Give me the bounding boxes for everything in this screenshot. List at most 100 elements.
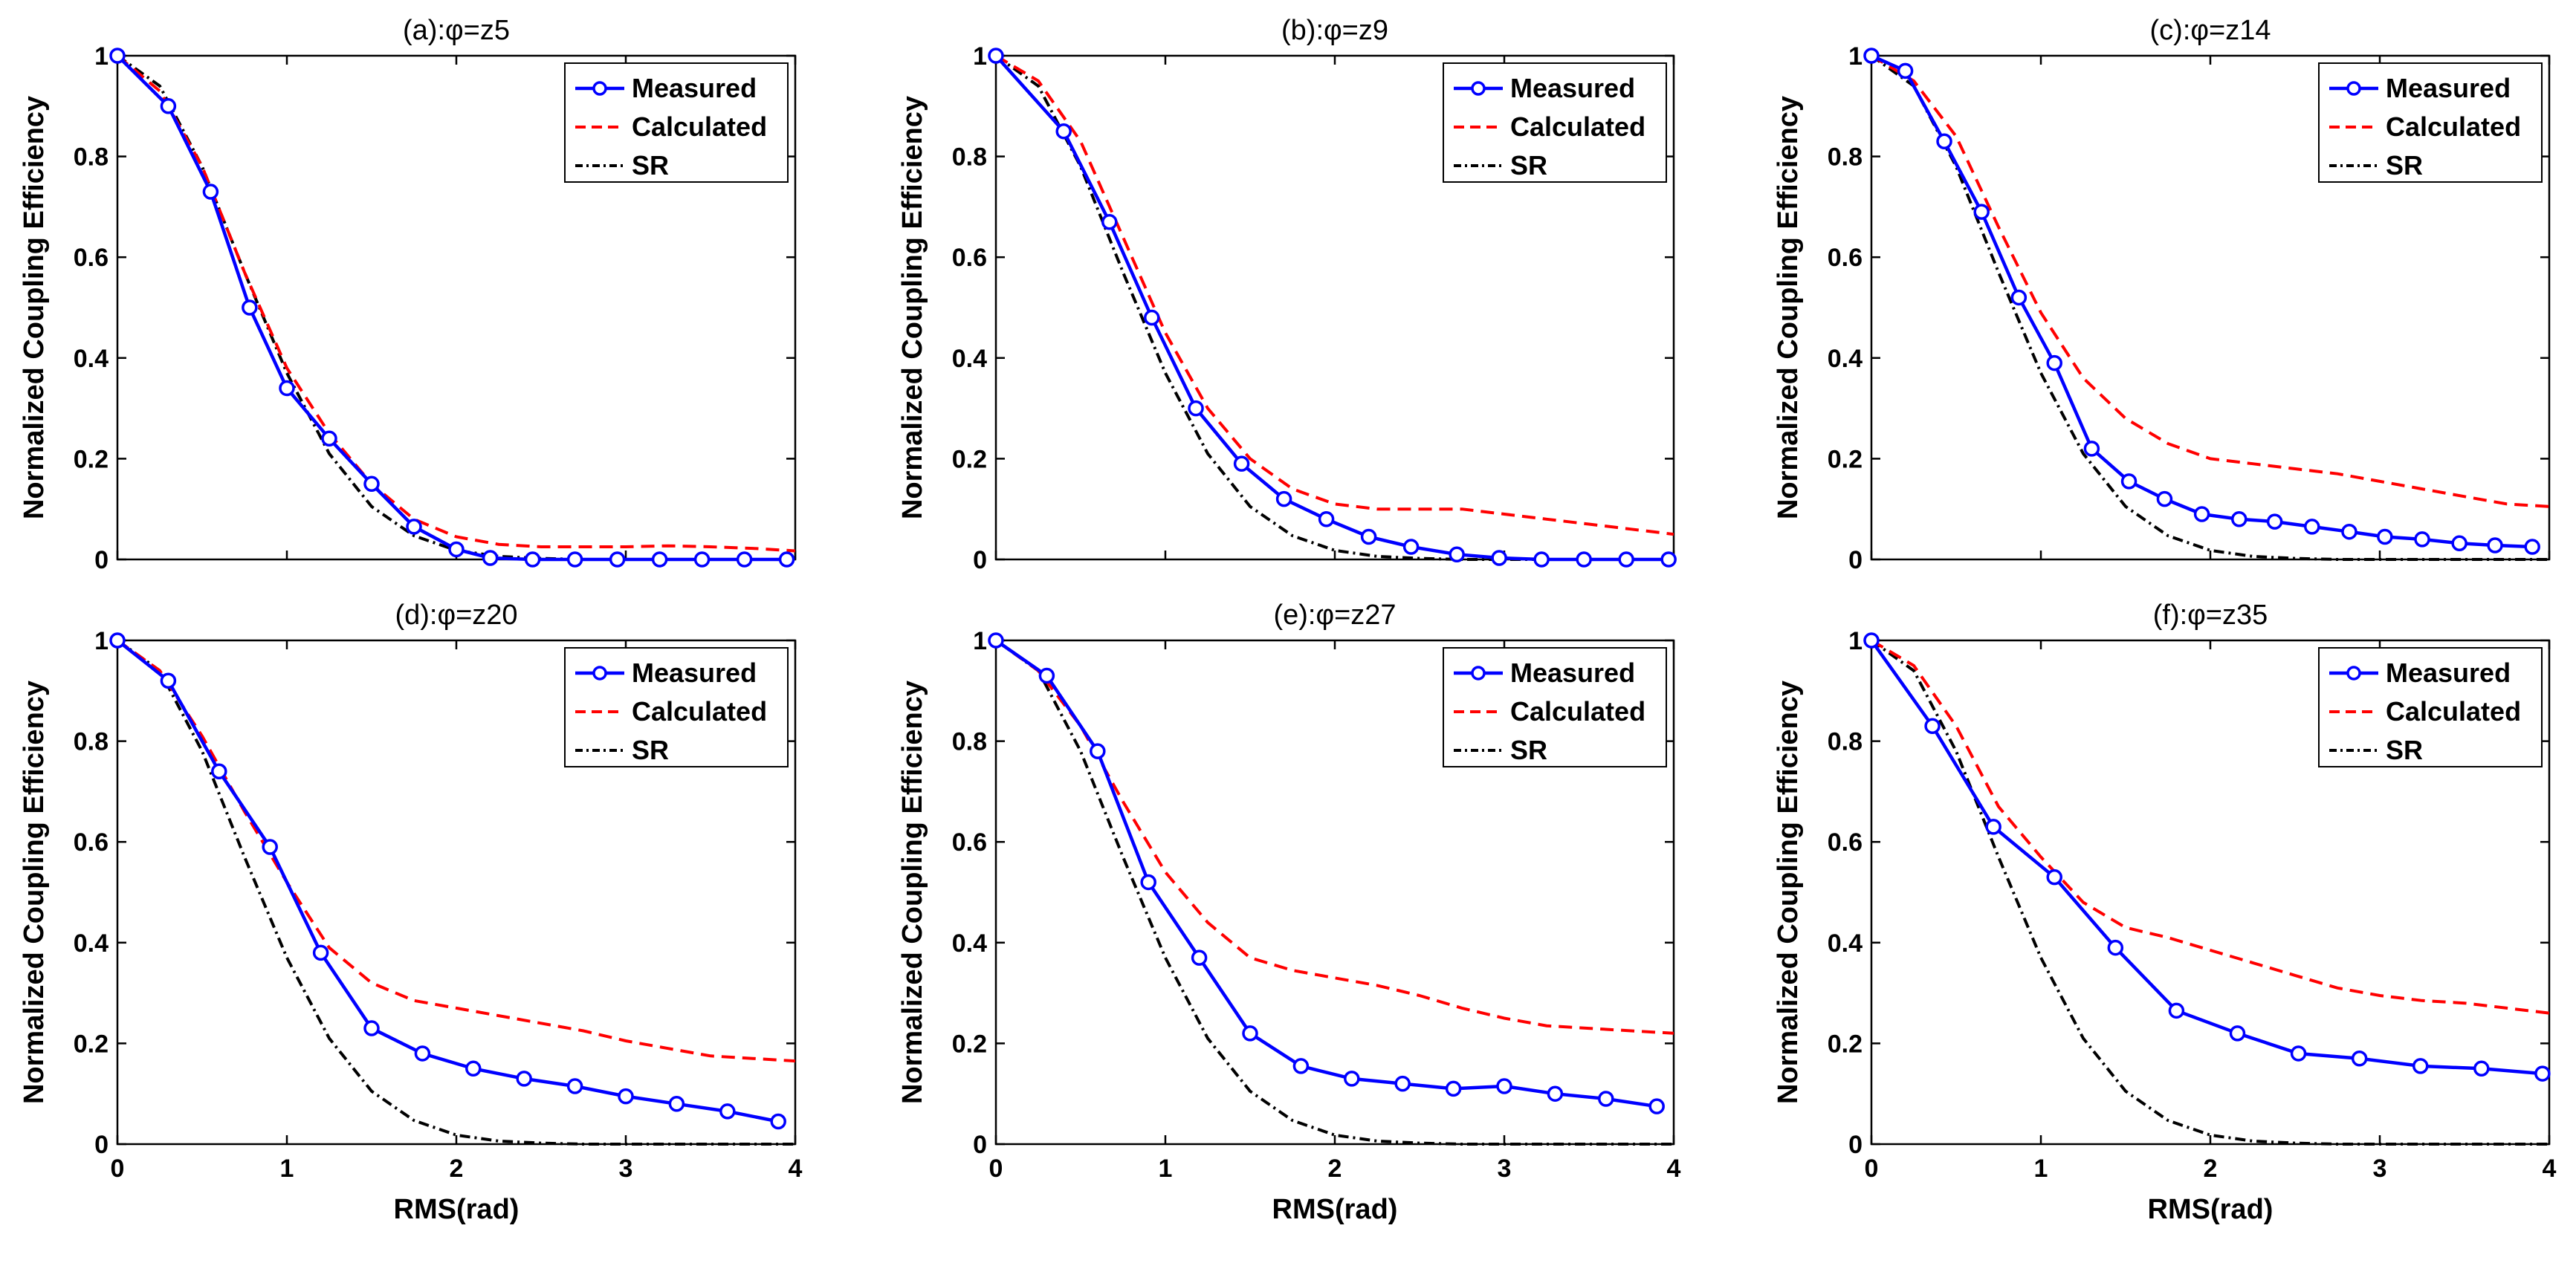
panel-f: (f):φ=z35 0 0.2 0.4 0.6 0.8 1 0 1 2 3 4 Normalized C… <box>1773 600 2557 1225</box>
y-axis-label: Normalized Coupling Efficiency <box>1773 681 1804 1104</box>
data-point-measured <box>2290 1045 2307 1062</box>
x-tick-label: 1 <box>280 1155 294 1183</box>
panel-e: (e):φ=z27 0 0.2 0.4 0.6 0.8 1 0 1 2 3 4 Normalized C… <box>897 600 1681 1225</box>
data-point-measured <box>1191 949 1208 966</box>
y-tick-label: 1 <box>1848 627 1863 655</box>
legend-label-sr: SR <box>632 735 669 765</box>
y-tick-label: 0.8 <box>952 143 987 172</box>
data-point-measured <box>988 632 1004 649</box>
data-point-measured <box>1140 874 1156 891</box>
x-tick-label: 2 <box>2204 1155 2218 1183</box>
y-tick-label: 0.6 <box>1828 828 1863 857</box>
x-tick-label: 4 <box>789 1155 803 1183</box>
x-tick-label: 3 <box>1498 1155 1512 1183</box>
y-tick-label: 0.4 <box>74 345 109 373</box>
y-tick-label: 0 <box>973 546 987 574</box>
series-line-sr <box>117 639 795 1146</box>
data-point-measured <box>618 1088 634 1105</box>
panel-title: (a):φ=z5 <box>403 15 510 46</box>
y-tick-label: 0.2 <box>1828 445 1863 473</box>
data-point-measured <box>2377 528 2393 545</box>
legend-label-calculated: Calculated <box>2386 111 2521 142</box>
legend-label-calculated: Calculated <box>1510 696 1645 727</box>
data-point-measured <box>321 430 337 447</box>
y-axis-label: Normalized Coupling Efficiency <box>19 96 50 519</box>
legend-marker <box>1471 81 1486 96</box>
data-point-measured <box>2534 1065 2551 1082</box>
data-point-measured <box>1648 1098 1665 1114</box>
series-line-calculated <box>117 54 795 553</box>
data-point-measured <box>1055 123 1072 140</box>
tick-label-mask <box>966 570 1703 614</box>
data-point-measured <box>1598 1091 1614 1107</box>
data-point-measured <box>448 541 465 558</box>
data-point-measured <box>1863 48 1880 64</box>
x-tick-label: 0 <box>989 1155 1003 1183</box>
y-tick-label: 1 <box>1848 42 1863 71</box>
data-point-measured <box>1318 511 1335 527</box>
data-point-measured <box>1275 490 1292 507</box>
data-point-measured <box>1973 204 1990 220</box>
y-axis-label: Normalized Coupling Efficiency <box>19 681 50 1104</box>
y-tick-label: 0 <box>94 1131 109 1159</box>
data-point-measured <box>363 1020 380 1036</box>
y-tick-label: 0.6 <box>952 244 987 272</box>
data-point-measured <box>609 551 626 568</box>
series-line-measured <box>117 639 779 1123</box>
x-tick-label: 2 <box>1328 1155 1342 1183</box>
data-point-measured <box>566 1078 583 1094</box>
data-point-measured <box>1491 550 1507 566</box>
series-line-calculated <box>996 54 1674 536</box>
data-point-measured <box>736 551 753 568</box>
legend-label-sr: SR <box>2386 150 2423 181</box>
y-tick-label: 0.8 <box>952 728 987 756</box>
x-tick-label: 2 <box>450 1155 464 1183</box>
data-point-measured <box>2451 535 2467 552</box>
legend-label-sr: SR <box>632 150 669 181</box>
data-point-measured <box>242 299 258 316</box>
data-point-measured <box>1936 133 1952 150</box>
data-point-measured <box>1445 1080 1462 1097</box>
legend-label-measured: Measured <box>632 73 757 103</box>
data-point-measured <box>1344 1071 1360 1087</box>
y-tick-label: 0 <box>94 546 109 574</box>
data-point-measured <box>668 1096 685 1112</box>
data-point-measured <box>770 1113 786 1130</box>
data-point-measured <box>1402 539 1420 555</box>
y-tick-label: 1 <box>973 42 987 71</box>
y-tick-label: 0.8 <box>1828 728 1863 756</box>
x-axis-label: RMS(rad) <box>2148 1194 2274 1225</box>
y-tick-label: 0 <box>1848 546 1863 574</box>
legend: Measured Calculated SR <box>1443 647 1667 767</box>
data-point-measured <box>363 475 380 493</box>
legend-label-calculated: Calculated <box>632 111 767 142</box>
data-point-measured <box>2107 939 2124 956</box>
y-tick-label: 0.2 <box>74 445 109 473</box>
data-point-measured <box>719 1103 736 1120</box>
legend: Measured Calculated SR <box>2318 62 2543 183</box>
data-point-measured <box>1038 667 1055 684</box>
data-point-measured <box>1292 1058 1310 1074</box>
data-point-measured <box>1090 743 1106 759</box>
y-tick-label: 0.4 <box>1828 345 1863 373</box>
panel-title: (c):φ=z14 <box>2150 15 2271 46</box>
data-point-measured <box>1863 632 1880 649</box>
data-point-measured <box>524 551 541 568</box>
data-point-measured <box>160 672 177 689</box>
y-tick-label: 0.6 <box>74 828 109 857</box>
tick-label-mask <box>88 570 825 614</box>
data-point-measured <box>2046 868 2062 886</box>
data-point-measured <box>2341 523 2357 540</box>
y-tick-label: 0.6 <box>952 828 987 857</box>
y-tick-label: 0 <box>973 1131 987 1159</box>
data-point-measured <box>1924 718 1941 735</box>
y-axis-label: Normalized Coupling Efficiency <box>897 96 928 519</box>
legend-marker <box>592 666 607 681</box>
series-line-calculated <box>1871 639 2549 1015</box>
data-point-measured <box>2156 490 2173 507</box>
data-point-measured <box>1242 1025 1258 1042</box>
legend-marker <box>2346 81 2361 96</box>
legend-label-measured: Measured <box>1510 73 1635 103</box>
